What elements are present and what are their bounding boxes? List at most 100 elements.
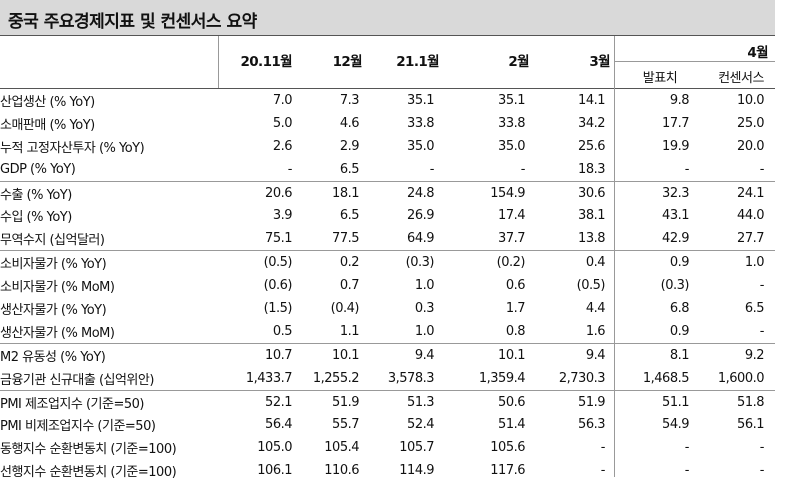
row-label: 무역수지 (십억달러)	[0, 233, 105, 249]
row-label: 동행지수 순환변동치 (기준=100)	[0, 442, 177, 458]
forecast-subheader-rule	[614, 61, 775, 62]
cell-value: 1.7	[505, 300, 526, 316]
col-header-feb: 2월	[508, 54, 529, 70]
cell-value: 0.4	[529, 250, 610, 275]
cell-value: 9.4	[529, 342, 610, 367]
cell-value: 0.7	[339, 278, 360, 294]
cell-value: 7.3	[339, 92, 360, 108]
cell-value: 10.1	[292, 342, 362, 367]
cell-value: 2,730.3	[558, 370, 606, 386]
col-header-apr: 4월	[747, 45, 768, 61]
cell-value: -	[759, 323, 765, 339]
cell-value: -	[759, 440, 765, 456]
table-row: 수출 (% YoY) 20.6 18.1 24.8 154.9 30.6 32.3 24.1	[0, 180, 775, 205]
cell-value: 105.7	[399, 440, 434, 456]
table-row: 소비자물가 (% MoM) (0.6) 0.7 1.0 0.6 (0.5) (0.3) -	[0, 274, 775, 297]
cell-value: 50.6	[439, 389, 529, 414]
cell-value: -	[684, 463, 690, 479]
header-divider	[218, 36, 219, 88]
cell-value: 32.3	[610, 180, 696, 205]
cell-value: 110.6	[324, 463, 359, 479]
cell-value: 51.9	[292, 389, 362, 414]
table-body: 산업생산 (% YoY) 7.0 7.3 35.1 35.1 14.1 9.8 10.0 소매판…	[0, 89, 775, 482]
cell-value: 6.5	[744, 300, 765, 316]
cell-value: (0.2)	[439, 250, 529, 275]
cell-value: 77.5	[332, 231, 359, 247]
cell-value: 9.2	[696, 342, 775, 367]
cell-value: 56.3	[578, 417, 605, 433]
cell-value: 51.9	[529, 389, 610, 414]
cell-value: 75.1	[265, 231, 292, 247]
table-row: 소매판매 (% YoY) 5.0 4.6 33.8 33.8 34.2 17.7 25.0	[0, 112, 775, 135]
table-row: GDP (% YoY) - 6.5 - - 18.3 - -	[0, 158, 775, 181]
col-header-consensus: 컨센서스	[718, 71, 764, 86]
cell-value: 10.1	[439, 342, 529, 367]
cell-value: 6.5	[339, 208, 360, 224]
cell-value: (0.5)	[219, 250, 293, 275]
cell-value: 1,600.0	[717, 370, 765, 386]
cell-value: 10.7	[219, 342, 293, 367]
table-row: 누적 고정자산투자 (% YoY) 2.6 2.9 35.0 35.0 25.6 19.9 2…	[0, 135, 775, 158]
table-row: 무역수지 (십억달러) 75.1 77.5 64.9 37.7 13.8 42.9 27.7	[0, 227, 775, 250]
cell-value: 1,255.2	[312, 370, 360, 386]
cell-value: 17.7	[662, 115, 689, 131]
cell-value: 35.1	[498, 92, 525, 108]
cell-value: 30.6	[529, 180, 610, 205]
cell-value: 0.8	[505, 323, 526, 339]
cell-value: 55.7	[332, 417, 359, 433]
cell-value: 27.7	[737, 231, 764, 247]
cell-value: 0.9	[669, 323, 690, 339]
cell-value: 154.9	[439, 180, 529, 205]
cell-value: 25.0	[737, 115, 764, 131]
cell-value: 56.4	[265, 417, 292, 433]
cell-value: 114.9	[399, 463, 434, 479]
row-label: 수입 (% YoY)	[0, 210, 72, 226]
cell-value: (0.3)	[660, 278, 690, 294]
cell-value: 0.3	[414, 300, 435, 316]
cell-value: 56.1	[737, 417, 764, 433]
cell-value: 105.0	[257, 440, 292, 456]
cell-value: 35.0	[498, 138, 525, 154]
cell-value: -	[684, 161, 690, 177]
header-top-rule	[0, 35, 775, 36]
cell-value: 14.1	[578, 92, 605, 108]
cell-value: 10.0	[737, 92, 764, 108]
cell-value: (0.6)	[263, 278, 293, 294]
cell-value: 34.2	[578, 115, 605, 131]
cell-value: 0.9	[610, 250, 696, 275]
cell-value: 42.9	[662, 231, 689, 247]
cell-value: 6.8	[669, 300, 690, 316]
row-label: 소매판매 (% YoY)	[0, 117, 95, 133]
cell-value: 44.0	[737, 208, 764, 224]
col-header-jan: 21.1월	[396, 54, 439, 70]
cell-value: -	[600, 463, 606, 479]
cell-value: 51.3	[362, 389, 439, 414]
cell-value: -	[759, 278, 765, 294]
table-row: 생산자물가 (% MoM) 0.5 1.1 1.0 0.8 1.6 0.9 -	[0, 320, 775, 343]
cell-value: 54.9	[662, 417, 689, 433]
cell-value: 1,359.4	[478, 370, 526, 386]
cell-value: 3.9	[272, 208, 293, 224]
cell-value: 2.9	[339, 138, 360, 154]
cell-value: 26.9	[407, 208, 434, 224]
cell-value: -	[287, 161, 293, 177]
row-label: 소비자물가 (% YoY)	[0, 250, 219, 275]
cell-value: 13.8	[578, 231, 605, 247]
cell-value: -	[429, 161, 435, 177]
cell-value: 20.0	[737, 138, 764, 154]
row-label: PMI 제조업지수 (기준=50)	[0, 389, 219, 414]
col-header-dec: 12월	[332, 54, 363, 70]
cell-value: 1.0	[696, 250, 775, 275]
table-row: 생산자물가 (% YoY) (1.5) (0.4) 0.3 1.7 4.4 6.8 6.5	[0, 297, 775, 320]
row-label: M2 유동성 (% YoY)	[0, 342, 219, 367]
cell-value: 5.0	[272, 115, 293, 131]
cell-value: 24.1	[696, 180, 775, 205]
header-bottom-rule	[0, 88, 775, 89]
cell-value: 1.0	[414, 323, 435, 339]
cell-value: 25.6	[578, 138, 605, 154]
cell-value: (0.5)	[576, 278, 606, 294]
cell-value: 51.1	[610, 389, 696, 414]
cell-value: 7.0	[272, 92, 293, 108]
cell-value: 33.8	[407, 115, 434, 131]
